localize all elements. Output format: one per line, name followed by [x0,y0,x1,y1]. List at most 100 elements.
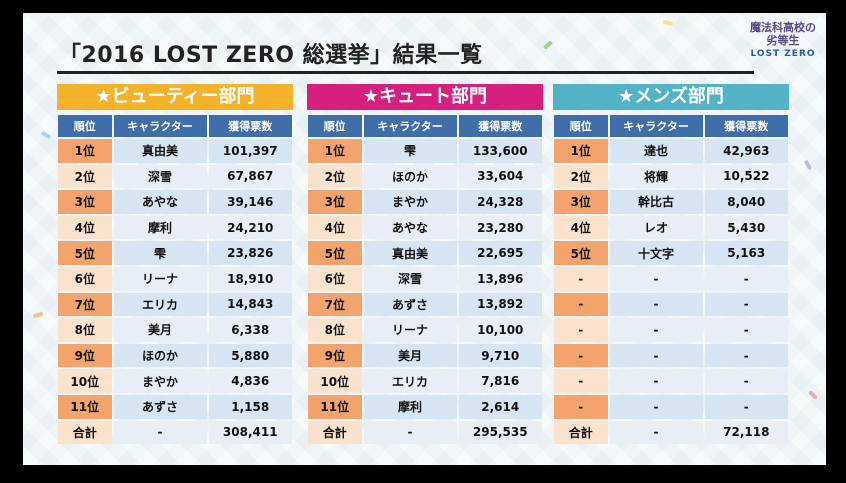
votes-cell: - [704,292,788,317]
character-cell: レオ [609,215,703,240]
table-row: 2位 深雪 67,867 [58,164,292,189]
votes-cell: 13,896 [458,266,542,291]
header: 「2016 LOST ZERO 総選挙」結果一覧 [59,33,753,73]
rank-cell: 1位 [308,139,362,163]
rank-cell: 4位 [554,215,608,240]
logo-subtitle: LOST ZERO [750,49,816,59]
rank-cell: 8位 [308,318,362,342]
table-row: 3位 あやな 39,146 [58,190,292,214]
ranking-table-beauty: 順位 キャラクター 獲得票数 1位 真由美 101,397 2位 深雪 67,867 3位あ… [56,113,294,446]
votes-cell: 5,430 [704,215,788,240]
character-cell: - [363,420,457,445]
character-cell: 雫 [363,139,457,163]
category-header-cute: ★キュート部門 [307,84,543,110]
table-row: --- [554,266,788,291]
table-row: 8位 美月 6,338 [58,318,292,342]
rank-cell: 3位 [308,190,362,214]
votes-cell: 14,843 [208,292,292,317]
rank-cell: 1位 [58,139,112,163]
rank-cell: 9位 [308,343,362,368]
votes-cell: 39,146 [208,190,292,214]
category-header-mens: ★メンズ部門 [553,84,789,110]
table-row: --- [554,343,788,368]
votes-cell: 133,600 [458,139,542,163]
character-cell: 真由美 [113,139,207,163]
character-cell: あずさ [363,292,457,317]
rank-cell: 10位 [58,369,112,393]
character-cell: あずさ [113,394,207,419]
votes-cell: 295,535 [458,420,542,445]
votes-cell: 101,397 [208,139,292,163]
confetti-decoration [662,19,674,27]
character-cell: 摩利 [113,215,207,240]
table-row-total: 合計 -72,118 [554,420,788,445]
rank-cell: 合計 [554,420,608,445]
votes-cell: 33,604 [458,164,542,189]
rank-cell: 8位 [58,318,112,342]
title-underline [57,71,754,74]
votes-cell: 24,210 [208,215,292,240]
table-row: --- [554,318,788,342]
character-cell: エリカ [113,292,207,317]
table-row: 7位 あずさ 13,892 [308,292,542,317]
character-cell: 将輝 [609,164,703,189]
table-row: 4位 摩利 24,210 [58,215,292,240]
ranking-table-mens: 順位 キャラクター 獲得票数 1位 達也 42,963 2位 将輝 10,522 3位 幹比古… [552,113,790,446]
votes-cell: 4,836 [208,369,292,393]
rank-cell: 合計 [308,420,362,445]
rank-cell: 2位 [308,164,362,189]
rank-cell: - [554,394,608,419]
votes-cell: 18,910 [208,266,292,291]
votes-cell: - [704,318,788,342]
votes-cell: 10,100 [458,318,542,342]
table-row: 6位 深雪 13,896 [308,266,542,291]
table-row: 9位 ほのか 5,880 [58,343,292,368]
votes-cell: 9,710 [458,343,542,368]
table-row: 10位 エリカ 7,816 [308,369,542,393]
table-row: 2位 将輝 10,522 [554,164,788,189]
table-row: 1位 達也 42,963 [554,139,788,163]
table-row: 5位雫 23,826 [58,241,292,265]
character-cell: 真由美 [363,241,457,265]
column-header-rank: 順位 [554,115,608,137]
table-row-total: 合計 -308,411 [58,420,292,445]
votes-cell: 1,158 [208,394,292,419]
character-cell: 深雪 [113,164,207,189]
votes-cell: - [704,369,788,393]
table-row: 9位 美月 9,710 [308,343,542,368]
rank-cell: - [554,292,608,317]
rank-cell: 10位 [308,369,362,393]
results-slide: 「2016 LOST ZERO 総選挙」結果一覧 魔法科高校の 劣等生 LOST… [23,13,826,465]
rank-cell: 3位 [58,190,112,214]
rank-cell: 2位 [554,164,608,189]
panel-beauty: ★ビューティー部門 順位 キャラクター 獲得票数 1位 真由美 101,397 2位深… [57,84,293,446]
character-cell: 美月 [363,343,457,368]
column-header-rank: 順位 [58,115,112,137]
character-cell: あやな [363,215,457,240]
confetti-decoration [808,390,818,400]
rank-cell: - [554,266,608,291]
votes-cell: 22,695 [458,241,542,265]
confetti-decoration [803,159,813,171]
character-cell: 雫 [113,241,207,265]
column-header-rank: 順位 [308,115,362,137]
character-cell: - [609,394,703,419]
character-cell: 摩利 [363,394,457,419]
character-cell: ほのか [363,164,457,189]
column-header-character: キャラクター [363,115,457,137]
rank-cell: 4位 [58,215,112,240]
category-header-beauty: ★ビューティー部門 [57,84,293,110]
ranking-table-cute: 順位 キャラクター 獲得票数 1位雫 133,600 2位 ほのか 33,604 3位 まや… [306,113,544,446]
table-row: 11位 摩利 2,614 [308,394,542,419]
rank-cell: 6位 [58,266,112,291]
confetti-decoration [32,311,44,319]
rank-cell: 4位 [308,215,362,240]
votes-cell: 6,338 [208,318,292,342]
table-row: 5位 十文字 5,163 [554,241,788,265]
table-row: --- [554,394,788,419]
votes-cell: 24,328 [458,190,542,214]
character-cell: リーナ [363,318,457,342]
votes-cell: 72,118 [704,420,788,445]
rank-cell: 6位 [308,266,362,291]
character-cell: リーナ [113,266,207,291]
